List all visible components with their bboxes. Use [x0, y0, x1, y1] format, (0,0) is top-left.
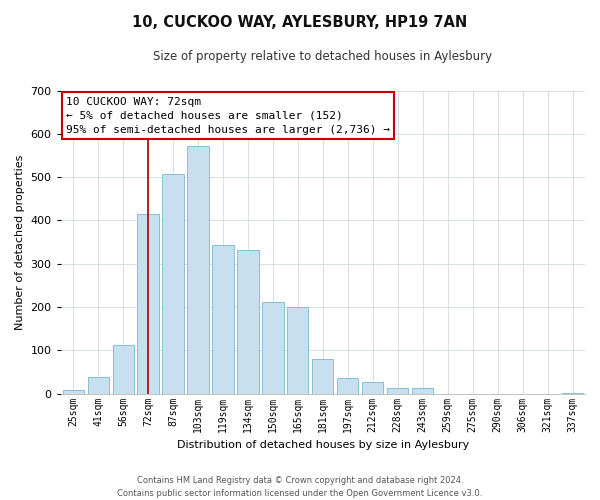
Bar — [163, 174, 184, 394]
Bar — [387, 388, 409, 394]
Bar — [88, 377, 109, 394]
X-axis label: Distribution of detached houses by size in Aylesbury: Distribution of detached houses by size … — [177, 440, 469, 450]
Bar — [62, 390, 84, 394]
Text: 10, CUCKOO WAY, AYLESBURY, HP19 7AN: 10, CUCKOO WAY, AYLESBURY, HP19 7AN — [133, 15, 467, 30]
Bar — [187, 146, 209, 394]
Bar — [337, 378, 358, 394]
Bar — [238, 250, 259, 394]
Title: Size of property relative to detached houses in Aylesbury: Size of property relative to detached ho… — [153, 50, 493, 63]
Bar — [212, 244, 233, 394]
Bar — [362, 382, 383, 394]
Bar — [262, 302, 284, 394]
Bar — [113, 345, 134, 394]
Bar — [312, 359, 334, 394]
Bar — [562, 393, 583, 394]
Bar — [137, 214, 159, 394]
Bar — [287, 306, 308, 394]
Bar — [412, 388, 433, 394]
Text: 10 CUCKOO WAY: 72sqm
← 5% of detached houses are smaller (152)
95% of semi-detac: 10 CUCKOO WAY: 72sqm ← 5% of detached ho… — [66, 96, 390, 134]
Text: Contains HM Land Registry data © Crown copyright and database right 2024.
Contai: Contains HM Land Registry data © Crown c… — [118, 476, 482, 498]
Y-axis label: Number of detached properties: Number of detached properties — [15, 154, 25, 330]
